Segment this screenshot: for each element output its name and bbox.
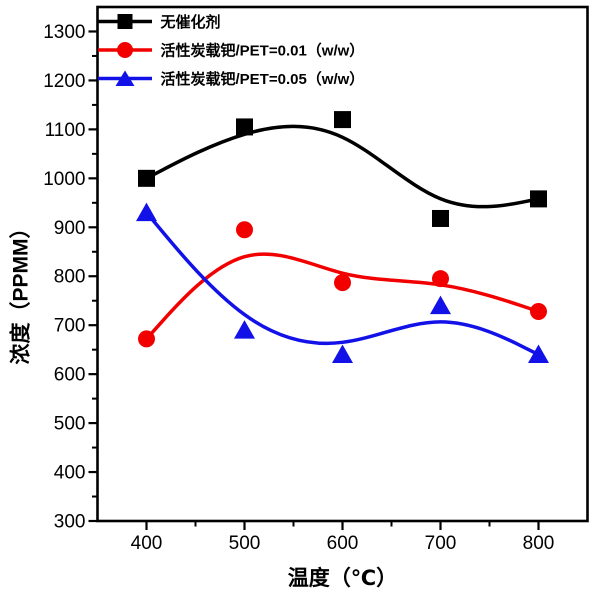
x-tick-label: 400 bbox=[131, 533, 163, 554]
y-tick-label: 400 bbox=[54, 463, 86, 484]
legend-label-pet-005: 活性炭载钯/PET=0.05（w/w） bbox=[161, 70, 365, 88]
series-2-point-1 bbox=[234, 320, 255, 339]
y-tick-label: 1000 bbox=[43, 169, 85, 190]
series-0-point-1 bbox=[236, 118, 253, 136]
series-2-point-3 bbox=[430, 295, 451, 315]
y-axis-title: 浓度（PPMM） bbox=[9, 218, 33, 365]
y-tick-label: 500 bbox=[54, 414, 86, 435]
series-0-curve bbox=[144, 124, 541, 209]
y-tick-label: 800 bbox=[54, 267, 86, 288]
legend-circle-marker-icon bbox=[117, 42, 133, 58]
series-2-point-4 bbox=[528, 344, 549, 364]
legend-square-marker-icon bbox=[117, 14, 133, 29]
legend-item-pet-001: 活性炭载钯/PET=0.01（w/w） bbox=[98, 41, 364, 59]
x-tick-label: 600 bbox=[327, 533, 359, 554]
x-axis-title: 温度（℃） bbox=[288, 566, 397, 590]
y-tick-label: 900 bbox=[54, 218, 86, 239]
y-tick-label: 1100 bbox=[45, 120, 86, 141]
x-tick-label: 500 bbox=[229, 533, 261, 554]
series-2-curve bbox=[144, 210, 541, 357]
legend-label-pet-001: 活性炭载钯/PET=0.01（w/w） bbox=[161, 41, 365, 59]
y-tick-label: 600 bbox=[54, 365, 86, 386]
y-tick-label: 700 bbox=[54, 316, 86, 337]
series-1-point-2 bbox=[334, 274, 351, 292]
series-2-point-0 bbox=[136, 202, 157, 222]
x-tick-label: 700 bbox=[425, 533, 457, 554]
series-1-point-0 bbox=[138, 330, 155, 348]
series-layer bbox=[136, 111, 549, 364]
y-tick-label: 1200 bbox=[43, 71, 85, 92]
series-1-curve bbox=[144, 252, 541, 341]
legend-item-pet-005: 活性炭载钯/PET=0.05（w/w） bbox=[98, 70, 364, 88]
legend-label-no-catalyst: 无催化剂 bbox=[160, 13, 221, 31]
legend-item-no-catalyst: 无催化剂 bbox=[98, 13, 221, 31]
axes-layer: 400 500 600 700 800 300 400 500 600 700 800 900 1000… bbox=[43, 22, 554, 554]
series-0-point-0 bbox=[138, 169, 155, 187]
series-0-point-4 bbox=[530, 190, 547, 208]
series-0-point-2 bbox=[334, 111, 351, 129]
series-1-point-4 bbox=[530, 302, 547, 320]
series-1-point-3 bbox=[432, 270, 449, 288]
series-0-point-3 bbox=[432, 209, 449, 227]
legend-triangle-marker-icon bbox=[115, 70, 135, 86]
legend: 无催化剂 活性炭载钯/PET=0.01（w/w） 活性炭载钯/PET=0.05（… bbox=[98, 13, 364, 88]
y-tick-label: 300 bbox=[54, 512, 86, 533]
series-2-point-2 bbox=[332, 344, 353, 364]
series-1-point-1 bbox=[236, 221, 253, 239]
y-tick-label: 1300 bbox=[43, 22, 85, 43]
x-tick-label: 800 bbox=[523, 533, 555, 554]
